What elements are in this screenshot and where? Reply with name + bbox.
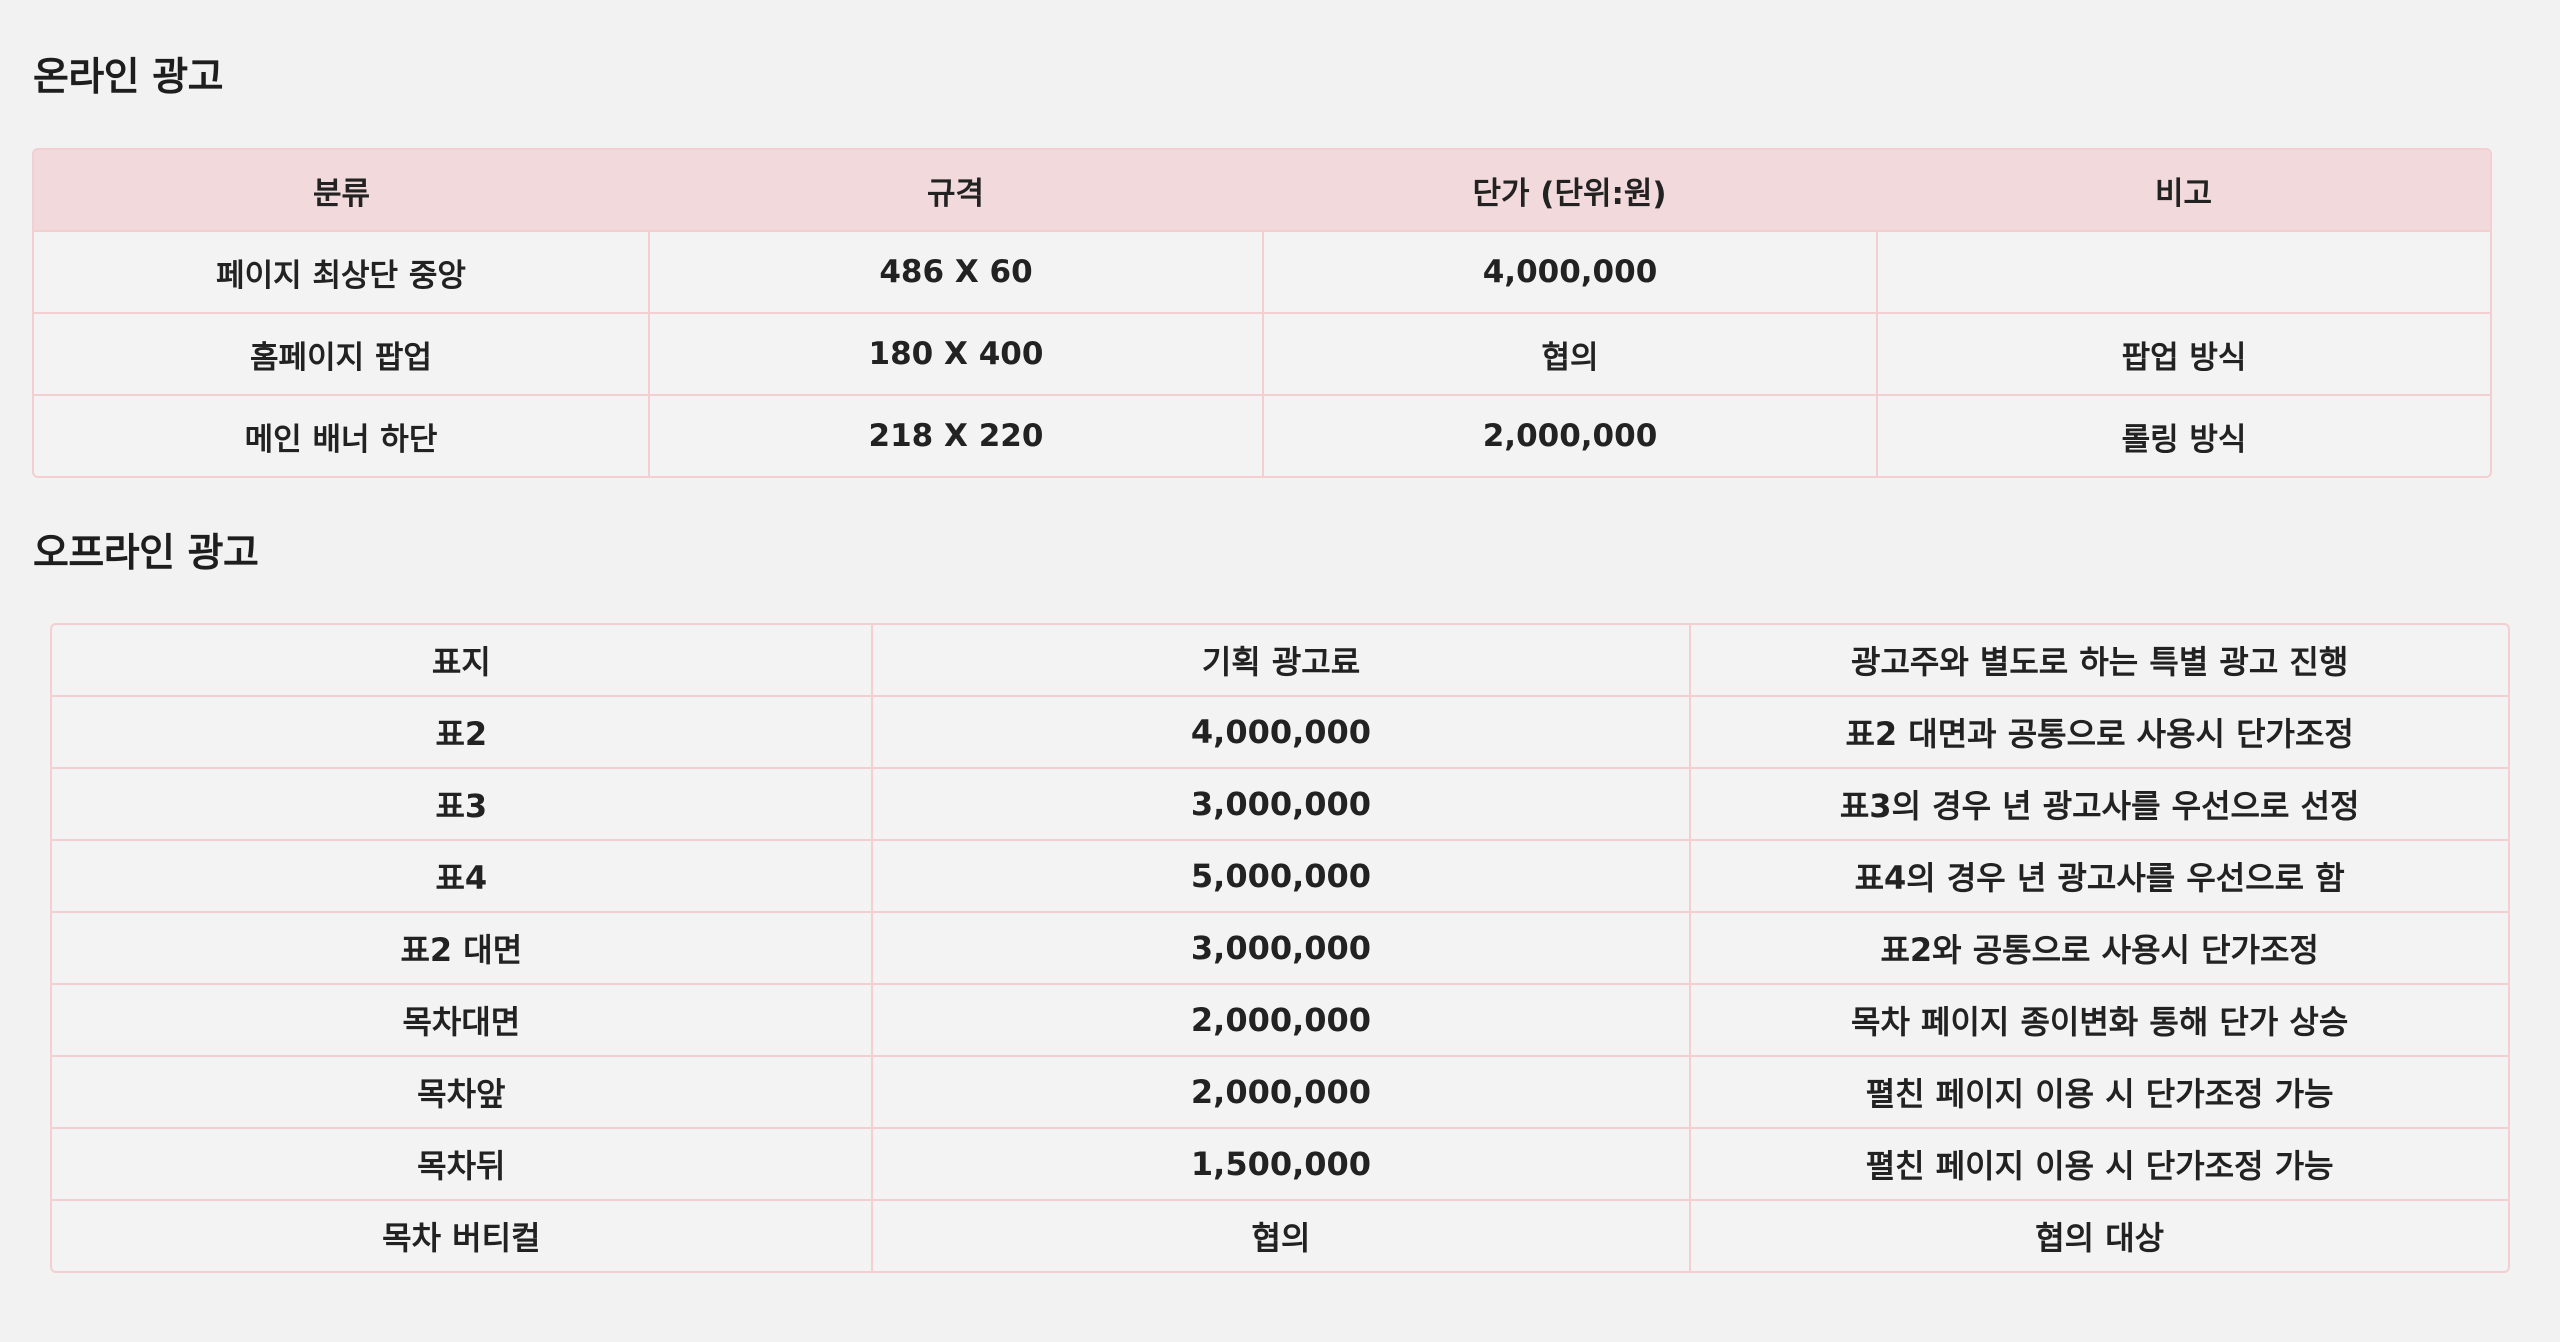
cell-category: 페이지 최상단 중앙 xyxy=(34,230,648,312)
cell-note: 표2와 공통으로 사용시 단가조정 xyxy=(1689,911,2508,983)
online-ads-table: 분류 규격 단가 (단위:원) 비고 페이지 최상단 중앙 486 X 60 4… xyxy=(32,148,2492,478)
cell-note: 협의 대상 xyxy=(1689,1199,2508,1271)
cell-note: 광고주와 별도로 하는 특별 광고 진행 xyxy=(1689,625,2508,695)
table-header-row: 분류 규격 단가 (단위:원) 비고 xyxy=(34,150,2490,230)
header-size: 규격 xyxy=(648,150,1262,230)
table-row: 표4 5,000,000 표4의 경우 년 광고사를 우선으로 함 xyxy=(52,839,2508,911)
cell-position: 목차뒤 xyxy=(52,1127,871,1199)
table-row: 페이지 최상단 중앙 486 X 60 4,000,000 xyxy=(34,230,2490,312)
offline-ads-title: 오프라인 광고 xyxy=(33,531,259,576)
table-row: 목차앞 2,000,000 펼친 페이지 이용 시 단가조정 가능 xyxy=(52,1055,2508,1127)
cell-price: 2,000,000 xyxy=(1262,394,1876,476)
cell-price: 협의 xyxy=(1262,312,1876,394)
cell-category: 홈페이지 팝업 xyxy=(34,312,648,394)
header-price: 단가 (단위:원) xyxy=(1262,150,1876,230)
cell-price: 4,000,000 xyxy=(870,695,1690,767)
table-row: 표2 4,000,000 표2 대면과 공통으로 사용시 단가조정 xyxy=(52,695,2508,767)
cell-category: 메인 배너 하단 xyxy=(34,394,648,476)
table-row: 표지 기획 광고료 광고주와 별도로 하는 특별 광고 진행 xyxy=(52,625,2508,695)
cell-price: 1,500,000 xyxy=(870,1127,1690,1199)
cell-price: 3,000,000 xyxy=(870,767,1690,839)
cell-position: 표지 xyxy=(431,643,491,681)
table-row: 메인 배너 하단 218 X 220 2,000,000 롤링 방식 xyxy=(34,394,2490,476)
cell-size: 218 X 220 xyxy=(648,394,1262,476)
cell-price: 3,000,000 xyxy=(870,911,1690,983)
cell-position: 목차 버티컬 xyxy=(52,1199,871,1271)
cell-note: 펼친 페이지 이용 시 단가조정 가능 xyxy=(1689,1127,2508,1199)
table-row: 목차 버티컬 협의 협의 대상 xyxy=(52,1199,2508,1271)
cell-price: 4,000,000 xyxy=(1262,230,1876,312)
cell-note: 표3의 경우 년 광고사를 우선으로 선정 xyxy=(1689,767,2508,839)
cell-position: 표2 xyxy=(52,695,871,767)
cell-price: 5,000,000 xyxy=(870,839,1690,911)
table-row: 표2 대면 3,000,000 표2와 공통으로 사용시 단가조정 xyxy=(52,911,2508,983)
cell-price: 2,000,000 xyxy=(870,1055,1690,1127)
offline-ads-table: 표지 기획 광고료 광고주와 별도로 하는 특별 광고 진행 표2 4,000,… xyxy=(50,623,2510,1273)
table-row: 홈페이지 팝업 180 X 400 협의 팝업 방식 xyxy=(34,312,2490,394)
cell-position: 표3 xyxy=(52,767,871,839)
cell-note xyxy=(1876,230,2490,312)
table-row: 표3 3,000,000 표3의 경우 년 광고사를 우선으로 선정 xyxy=(52,767,2508,839)
cell-price: 협의 xyxy=(870,1199,1690,1271)
cell-position: 표4 xyxy=(52,839,871,911)
cell-note: 표4의 경우 년 광고사를 우선으로 함 xyxy=(1689,839,2508,911)
cell-position: 목차대면 xyxy=(52,983,871,1055)
cell-size: 180 X 400 xyxy=(648,312,1262,394)
cell-note: 목차 페이지 종이변화 통해 단가 상승 xyxy=(1689,983,2508,1055)
header-category: 분류 xyxy=(34,150,648,230)
cell-note: 팝업 방식 xyxy=(1876,312,2490,394)
cell-note: 표2 대면과 공통으로 사용시 단가조정 xyxy=(1689,695,2508,767)
online-ads-title: 온라인 광고 xyxy=(33,55,223,100)
table-row: 목차뒤 1,500,000 펼친 페이지 이용 시 단가조정 가능 xyxy=(52,1127,2508,1199)
cell-price: 2,000,000 xyxy=(870,983,1690,1055)
cell-size: 486 X 60 xyxy=(648,230,1262,312)
cell-note: 펼친 페이지 이용 시 단가조정 가능 xyxy=(1689,1055,2508,1127)
cell-position: 표2 대면 xyxy=(52,911,871,983)
header-note: 비고 xyxy=(1876,150,2490,230)
cell-note: 롤링 방식 xyxy=(1876,394,2490,476)
table-row: 목차대면 2,000,000 목차 페이지 종이변화 통해 단가 상승 xyxy=(52,983,2508,1055)
cell-price: 기획 광고료 xyxy=(870,625,1690,695)
cell-position: 목차앞 xyxy=(52,1055,871,1127)
